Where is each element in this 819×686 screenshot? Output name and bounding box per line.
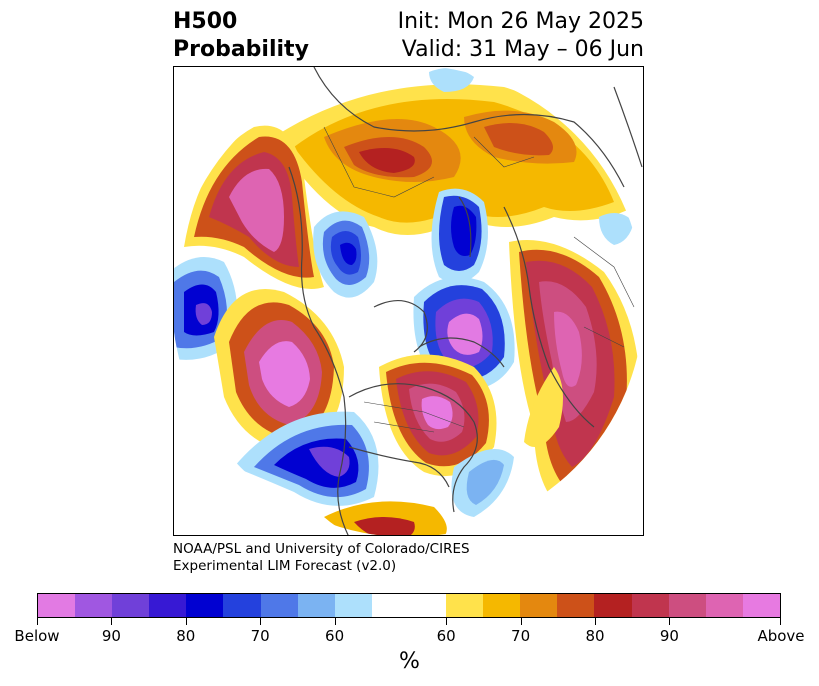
colorbar-tick — [780, 618, 781, 625]
colorbar-segment — [483, 594, 521, 617]
below-region-siberia — [313, 211, 378, 298]
above-region-west — [184, 125, 324, 289]
title-block: H500 Probability — [173, 8, 309, 64]
colorbar-segment — [149, 594, 187, 617]
colorbar-segment — [223, 594, 261, 617]
colorbar-tick-label: 80 — [176, 627, 196, 645]
map-panel — [173, 66, 644, 536]
colorbar-tick — [521, 618, 522, 625]
colorbar-tick-label: 70 — [511, 627, 531, 645]
colorbar-tick-label: 60 — [325, 627, 345, 645]
colorbar-segment — [520, 594, 558, 617]
colorbar-tick — [446, 618, 447, 625]
title-variable: H500 — [173, 9, 238, 34]
colorbar-tick — [260, 618, 261, 625]
colorbar-segment — [297, 594, 335, 617]
colorbar-segment — [668, 594, 706, 617]
colorbar-segment — [260, 594, 298, 617]
colorbar-tick-label: 60 — [436, 627, 456, 645]
title-quantity: Probability — [173, 37, 309, 62]
credit-block: NOAA/PSL and University of Colorado/CIRE… — [173, 541, 470, 575]
below-region-central-pacific — [234, 411, 379, 506]
colorbar-tick-label: Above — [757, 627, 805, 645]
above-region-north-pacific — [214, 289, 344, 452]
colorbar-tick — [669, 618, 670, 625]
colorbar-segment — [112, 594, 150, 617]
colorbar — [37, 593, 781, 618]
below-region-arctic — [431, 188, 634, 284]
valid-range: Valid: 31 May – 06 Jun — [401, 37, 644, 62]
credit-line-1: NOAA/PSL and University of Colorado/CIRE… — [173, 541, 470, 557]
init-date: Init: Mon 26 May 2025 — [397, 9, 644, 34]
below-region-europe — [429, 68, 474, 92]
colorbar-tick-label: 80 — [585, 627, 605, 645]
colorbar-tick — [186, 618, 187, 625]
colorbar-segment — [742, 594, 780, 617]
colorbar-tick — [111, 618, 112, 625]
coastlines — [288, 67, 643, 535]
colorbar-tick-label: 90 — [101, 627, 121, 645]
colorbar-segment — [594, 594, 632, 617]
colorbar-segment — [371, 594, 409, 617]
probability-field — [174, 68, 640, 535]
borders — [323, 126, 635, 433]
colorbar-tick-label: 90 — [659, 627, 679, 645]
colorbar-tick-label: Below — [14, 627, 60, 645]
below-region-atlantic-south — [451, 449, 514, 517]
colorbar-tick — [595, 618, 596, 625]
colorbar-tick — [37, 618, 38, 625]
above-region-south — [324, 367, 563, 535]
colorbar-segment — [408, 594, 447, 617]
colorbar-unit-label: % — [399, 649, 420, 674]
colorbar-tick — [335, 618, 336, 625]
above-region-north-america — [379, 354, 497, 477]
credit-line-2: Experimental LIM Forecast (v2.0) — [173, 558, 397, 574]
colorbar-segment — [186, 594, 224, 617]
colorbar-segment — [38, 594, 76, 617]
date-block: Init: Mon 26 May 2025 Valid: 31 May – 06… — [398, 8, 644, 64]
colorbar-segment — [557, 594, 595, 617]
colorbar-tick-label: 70 — [250, 627, 270, 645]
probability-map — [174, 67, 643, 535]
colorbar-segment — [334, 594, 372, 617]
colorbar-segment — [631, 594, 669, 617]
colorbar-segment — [75, 594, 113, 617]
colorbar-segment — [446, 594, 484, 617]
colorbar-segment — [705, 594, 743, 617]
